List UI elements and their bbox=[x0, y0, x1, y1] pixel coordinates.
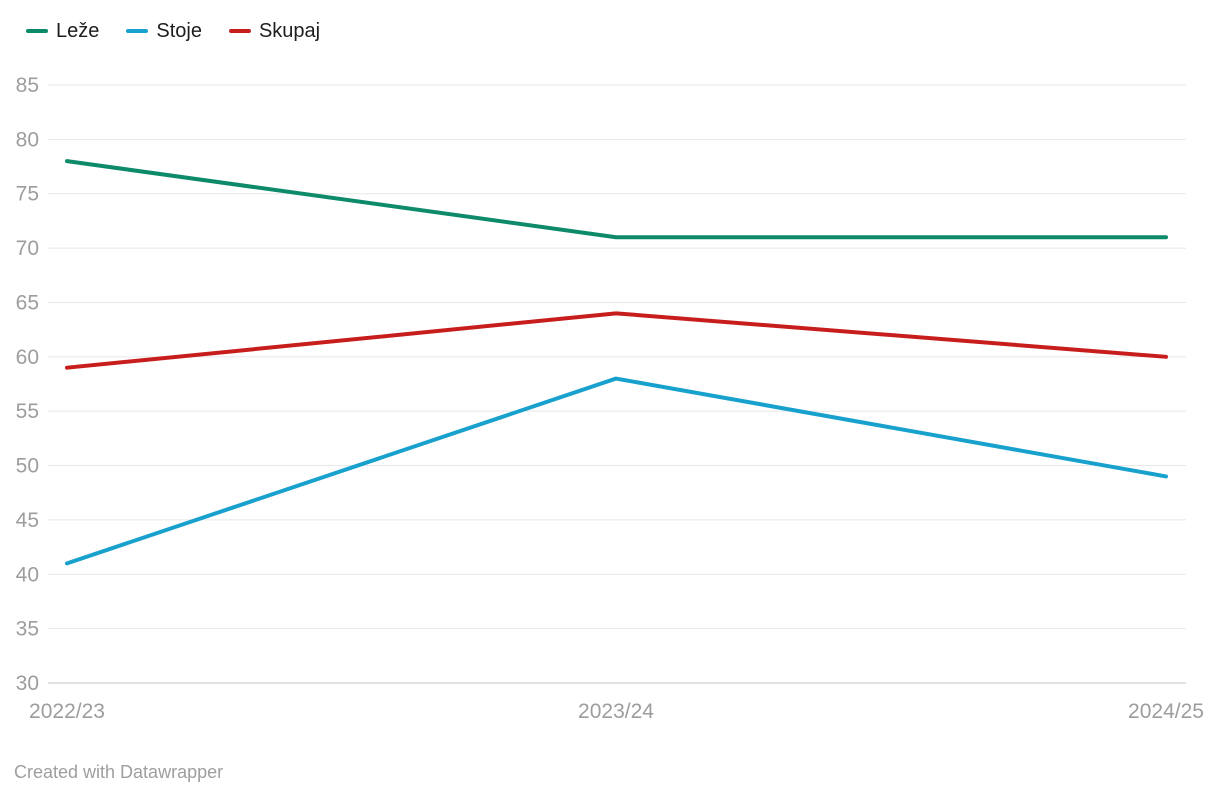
y-tick-label-65: 65 bbox=[16, 291, 39, 314]
legend-item-leže: Leže bbox=[26, 19, 99, 43]
legend-label: Leže bbox=[56, 20, 100, 42]
y-tick-label-50: 50 bbox=[16, 455, 39, 478]
chart-legend: Leže Stoje Skupaj bbox=[26, 19, 320, 43]
y-tick-label-30: 30 bbox=[16, 672, 39, 695]
legend-swatch-icon bbox=[228, 29, 251, 33]
legend-swatch-icon bbox=[126, 29, 149, 33]
y-tick-label-75: 75 bbox=[16, 183, 39, 206]
series-line-stoje bbox=[65, 376, 1168, 566]
y-tick-label-40: 40 bbox=[16, 563, 39, 586]
y-tick-label-85: 85 bbox=[16, 74, 39, 97]
y-tick-label-60: 60 bbox=[16, 346, 39, 369]
legend-label: Stoje bbox=[156, 20, 202, 42]
y-tick-label-70: 70 bbox=[16, 237, 39, 260]
y-tick-label-35: 35 bbox=[16, 618, 39, 641]
legend-label: Skupaj bbox=[258, 20, 321, 42]
y-tick-label-45: 45 bbox=[16, 509, 39, 532]
x-tick-label-2023/24: 2023/24 bbox=[578, 700, 654, 723]
attribution-link[interactable]: Created with Datawrapper bbox=[14, 762, 224, 782]
line-chart: 85 80 75 70 65 60 55 50 45 40 35 30 2022/23 2023/24 20… bbox=[16, 74, 1204, 723]
series-line-skupaj bbox=[65, 311, 1168, 370]
x-tick-label-2024/25: 2024/25 bbox=[1128, 700, 1204, 723]
legend-item-skupaj: Skupaj bbox=[228, 19, 321, 43]
y-tick-label-80: 80 bbox=[16, 128, 39, 151]
y-tick-label-55: 55 bbox=[16, 400, 39, 423]
legend-item-stoje: Stoje bbox=[126, 19, 202, 43]
chart-footer: Created with Datawrapper bbox=[14, 762, 223, 783]
series-line-leže bbox=[65, 159, 1168, 240]
x-tick-label-2022/23: 2022/23 bbox=[29, 700, 105, 723]
legend-swatch-icon bbox=[26, 29, 48, 33]
